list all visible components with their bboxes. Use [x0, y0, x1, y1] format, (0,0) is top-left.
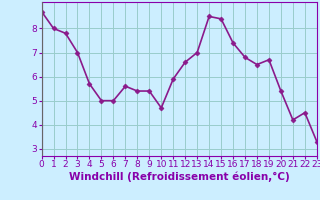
- X-axis label: Windchill (Refroidissement éolien,°C): Windchill (Refroidissement éolien,°C): [69, 172, 290, 182]
